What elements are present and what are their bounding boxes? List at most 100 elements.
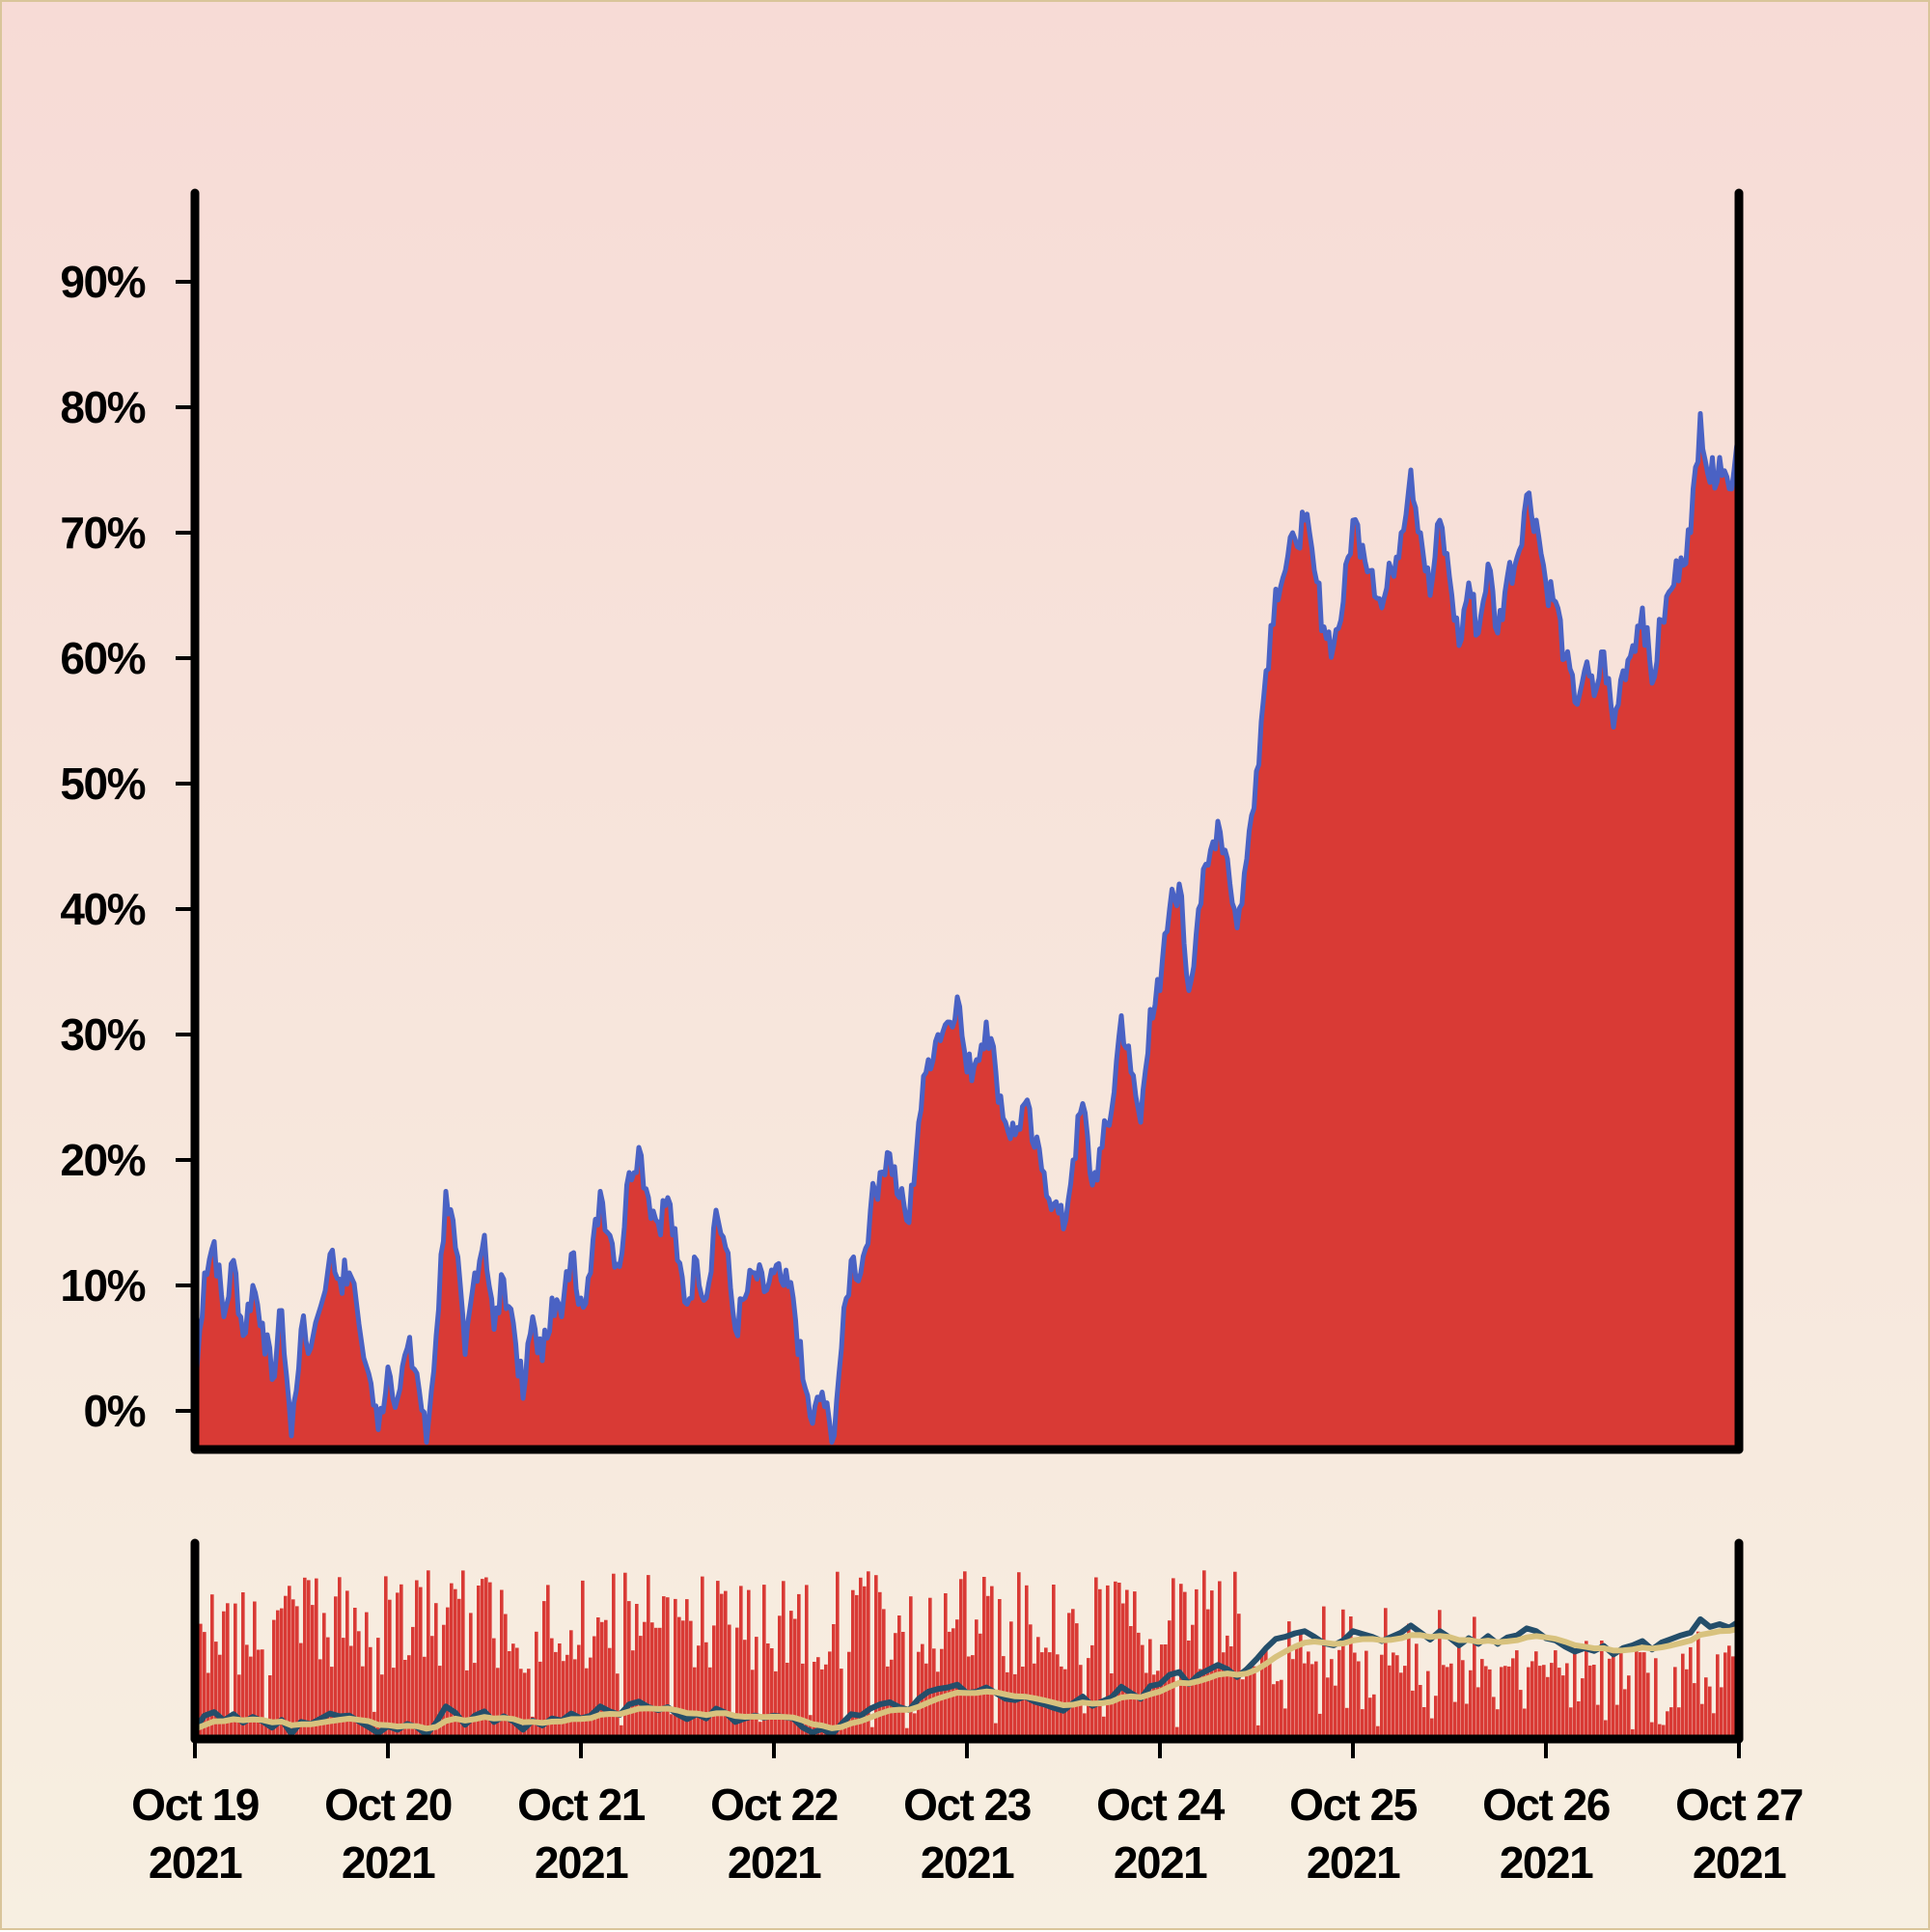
overview-bar bbox=[400, 1584, 403, 1739]
overview-bar bbox=[1202, 1570, 1206, 1739]
overview-bar bbox=[1075, 1623, 1079, 1739]
overview-bar bbox=[1025, 1585, 1029, 1739]
overview-bar bbox=[1303, 1663, 1307, 1739]
overview-bar bbox=[562, 1661, 565, 1739]
overview-bar bbox=[550, 1638, 554, 1739]
y-tick-label: 10% bbox=[60, 1260, 145, 1311]
overview-bar bbox=[1036, 1637, 1040, 1739]
overview-bar bbox=[932, 1648, 936, 1739]
overview-bar bbox=[1253, 1666, 1256, 1739]
overview-bar bbox=[1326, 1677, 1330, 1739]
overview-bar bbox=[1577, 1701, 1581, 1739]
overview-bar bbox=[963, 1571, 967, 1739]
overview-bar bbox=[222, 1611, 226, 1739]
overview-bar bbox=[635, 1604, 639, 1739]
overview-bar bbox=[1156, 1670, 1160, 1739]
x-axis: Oct 19 2021 Oct 20 2021 Oct 21 2021 Oct 22 2021… bbox=[131, 1739, 1804, 1888]
overview-bar bbox=[1453, 1701, 1457, 1739]
overview-bar bbox=[797, 1593, 801, 1739]
x-tick-label-year: 2021 bbox=[1693, 1837, 1786, 1888]
overview-bar bbox=[569, 1630, 573, 1739]
overview-bar bbox=[1048, 1652, 1052, 1739]
overview-bar bbox=[1210, 1590, 1214, 1739]
overview-bar bbox=[789, 1611, 793, 1739]
overview-bar bbox=[1121, 1603, 1125, 1739]
x-tick-label-date: Oct 22 bbox=[710, 1780, 838, 1830]
x-tick-label-year: 2021 bbox=[1114, 1837, 1207, 1888]
overview-bar bbox=[1040, 1652, 1044, 1739]
overview-bar bbox=[1256, 1725, 1260, 1739]
overview-bar bbox=[674, 1598, 677, 1739]
overview-bar bbox=[1415, 1643, 1419, 1739]
overview-bar bbox=[338, 1577, 342, 1739]
overview-bar bbox=[1175, 1726, 1179, 1739]
overview-bar bbox=[824, 1664, 828, 1739]
overview-bar bbox=[1623, 1689, 1627, 1739]
overview-bar bbox=[203, 1632, 207, 1739]
overview-bar bbox=[867, 1571, 870, 1739]
overview-bar bbox=[1017, 1572, 1021, 1739]
overview-bar bbox=[500, 1589, 504, 1739]
overview-bar bbox=[423, 1656, 427, 1739]
overview-bar bbox=[299, 1642, 303, 1739]
overview-bar bbox=[511, 1643, 515, 1739]
x-tick-label-year: 2021 bbox=[1307, 1837, 1400, 1888]
overview-bar bbox=[766, 1643, 770, 1739]
overview-bar bbox=[731, 1718, 735, 1739]
overview-bar bbox=[484, 1577, 488, 1739]
overview-bar bbox=[1546, 1676, 1550, 1739]
overview-bar bbox=[1260, 1653, 1264, 1739]
overview-bar bbox=[1029, 1624, 1033, 1739]
overview-bar bbox=[457, 1598, 461, 1739]
overview-bar bbox=[596, 1617, 600, 1739]
overview-bar bbox=[1056, 1654, 1060, 1739]
overview-bar bbox=[1187, 1641, 1191, 1739]
overview-bar bbox=[1206, 1609, 1210, 1739]
overview-bar bbox=[1411, 1690, 1415, 1739]
overview-bar bbox=[1669, 1707, 1673, 1739]
overview-navigator[interactable] bbox=[190, 1538, 1744, 1744]
overview-bar bbox=[376, 1638, 380, 1739]
overview-bar bbox=[1550, 1663, 1554, 1739]
overview-bar bbox=[1480, 1659, 1484, 1739]
overview-bar bbox=[836, 1571, 840, 1739]
y-tick-label: 30% bbox=[60, 1009, 145, 1060]
x-tick-label-date: Oct 23 bbox=[903, 1780, 1031, 1830]
overview-bar bbox=[724, 1590, 728, 1739]
overview-bar bbox=[1666, 1711, 1669, 1739]
overview-bar bbox=[1650, 1722, 1654, 1739]
overview-bar bbox=[998, 1599, 1002, 1739]
overview-bar bbox=[1419, 1685, 1422, 1739]
overview-bar bbox=[442, 1624, 446, 1739]
overview-bar bbox=[778, 1615, 782, 1739]
overview-bar bbox=[1287, 1621, 1291, 1739]
overview-bar bbox=[1581, 1678, 1585, 1739]
overview-bar bbox=[585, 1668, 589, 1739]
overview-bar bbox=[627, 1601, 631, 1739]
overview-bar bbox=[1341, 1609, 1345, 1739]
overview-bar bbox=[1654, 1658, 1658, 1739]
overview-bar bbox=[647, 1575, 650, 1739]
overview-bar bbox=[1314, 1661, 1318, 1739]
overview-bar bbox=[739, 1586, 743, 1739]
overview-bar bbox=[291, 1599, 295, 1739]
overview-bar bbox=[681, 1620, 685, 1739]
overview-bar bbox=[415, 1580, 419, 1739]
overview-bar bbox=[1558, 1668, 1561, 1739]
overview-bar bbox=[1527, 1667, 1530, 1739]
overview-bar bbox=[1696, 1631, 1700, 1739]
overview-bar bbox=[515, 1647, 519, 1739]
overview-bar bbox=[936, 1671, 940, 1739]
overview-bar bbox=[349, 1645, 353, 1739]
overview-bar bbox=[1380, 1654, 1384, 1739]
overview-bar bbox=[843, 1721, 847, 1739]
overview-bar bbox=[1588, 1665, 1592, 1739]
overview-bar bbox=[921, 1643, 924, 1739]
overview-bar bbox=[388, 1599, 392, 1739]
overview-bar bbox=[820, 1669, 824, 1739]
overview-bar bbox=[276, 1610, 280, 1739]
overview-bar bbox=[1090, 1644, 1094, 1739]
overview-bar bbox=[264, 1725, 268, 1739]
overview-bar bbox=[295, 1606, 299, 1739]
overview-bar bbox=[882, 1609, 886, 1739]
